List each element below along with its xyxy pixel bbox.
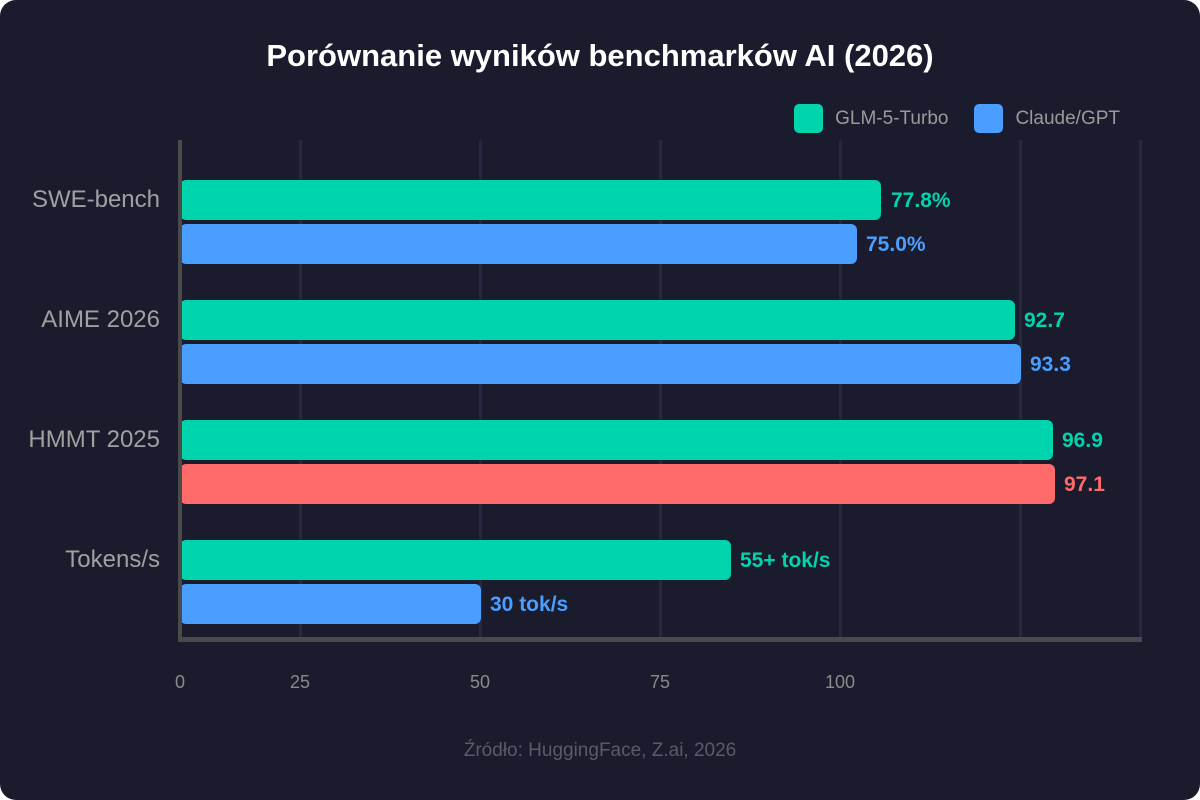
- value-label: 77.8%: [891, 189, 951, 212]
- legend-item-glm[interactable]: GLM-5-Turbo: [794, 104, 948, 133]
- value-label: 75.0%: [866, 233, 926, 256]
- legend-label-glm: GLM-5-Turbo: [835, 107, 949, 129]
- value-label: 55+ tok/s: [740, 549, 831, 572]
- category-label-swe-bench: SWE-bench: [31, 186, 160, 213]
- legend: GLM-5-Turbo Claude/GPT: [768, 104, 1120, 133]
- gridline: [839, 140, 842, 640]
- bar-tokens-glm[interactable]: [180, 540, 731, 580]
- bar-hmmt-glm[interactable]: [180, 420, 1053, 460]
- bar-swe-glm[interactable]: [180, 180, 881, 220]
- legend-swatch-glm: [794, 104, 824, 133]
- x-tick-label: 0: [174, 672, 186, 692]
- value-label: 30 tok/s: [490, 593, 569, 616]
- gridline: [659, 140, 662, 640]
- bar-aime-glm[interactable]: [180, 300, 1015, 340]
- category-label-hmmt: HMMT 2025: [28, 426, 160, 453]
- bar-swe-claude[interactable]: [180, 224, 857, 264]
- gridline: [1019, 140, 1022, 640]
- legend-label-claude: Claude/GPT: [1015, 107, 1120, 129]
- gridline: [1139, 140, 1142, 640]
- x-tick-label: 100: [824, 672, 856, 692]
- category-label-aime: AIME 2026: [41, 306, 160, 333]
- x-axis-line: [178, 637, 1142, 642]
- gridline: [479, 140, 482, 640]
- gridline: [299, 140, 302, 640]
- bar-hmmt-claude-highlight[interactable]: [180, 464, 1055, 504]
- legend-item-claude[interactable]: Claude/GPT: [974, 104, 1120, 133]
- value-label: 92.7: [1024, 309, 1065, 332]
- x-tick-label: 50: [469, 672, 491, 692]
- bar-aime-claude[interactable]: [180, 344, 1021, 384]
- y-axis-line: [178, 140, 182, 642]
- category-label-tokens: Tokens/s: [65, 546, 160, 573]
- bar-tokens-claude[interactable]: [180, 584, 481, 624]
- legend-swatch-claude: [974, 104, 1004, 133]
- chart-title: Porównanie wyników benchmarków AI (2026): [266, 38, 934, 73]
- value-label: 93.3: [1030, 353, 1071, 376]
- source-caption: Źródło: HuggingFace, Z.ai, 2026: [463, 740, 737, 761]
- value-label: 97.1: [1064, 473, 1105, 496]
- x-tick-label: 25: [289, 672, 311, 692]
- value-label: 96.9: [1062, 429, 1103, 452]
- x-tick-label: 75: [649, 672, 671, 692]
